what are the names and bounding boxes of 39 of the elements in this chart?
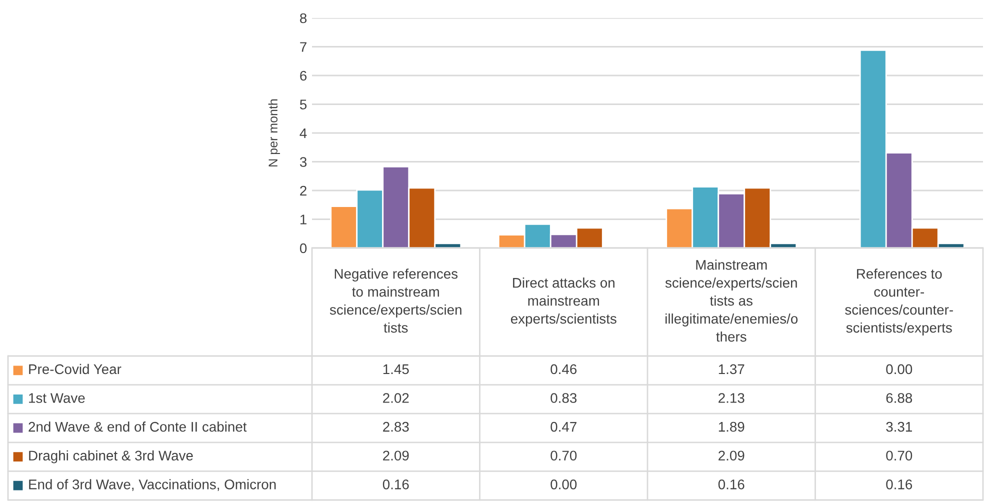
data-label: 3.31: [886, 422, 912, 432]
x-tick-label: Negative references to mainstream science/experts/scien tists: [330, 268, 462, 333]
y-tick-label: 5: [300, 100, 307, 110]
data-label: 0.83: [550, 393, 577, 403]
legend-label: End of 3rd Wave, Vaccinations, Omicron: [29, 479, 276, 491]
legend-label: 2nd Wave & end of Conte II cabinet: [28, 422, 247, 432]
y-tick-label: 0: [300, 243, 307, 254]
data-label: 0.70: [550, 450, 577, 461]
data-label: 1.37: [718, 364, 744, 374]
y-tick-label: 6: [300, 70, 307, 81]
y-tick-label: 3: [300, 157, 307, 167]
data-label: 0.46: [550, 364, 577, 374]
legend-label: 1st Wave: [29, 393, 85, 403]
data-label: 0.70: [886, 450, 912, 461]
data-label: 1.89: [718, 422, 744, 432]
data-label: 0.16: [886, 479, 912, 490]
y-axis-title: N per month: [268, 99, 280, 166]
data-label: 0.47: [550, 422, 576, 432]
y-tick-label: 2: [300, 186, 306, 196]
y-tick-label: 7: [300, 42, 306, 52]
legend-label: Draghi cabinet & 3rd Wave: [29, 450, 193, 464]
y-tick-label: 4: [300, 128, 307, 138]
data-label: 2.09: [718, 450, 744, 461]
data-label: 2.13: [718, 393, 744, 403]
x-tick-label: References to counter- sciences/counter- scientists/experts: [845, 268, 953, 336]
data-label: 6.88: [886, 393, 912, 403]
legend-label: Pre-Covid Year: [29, 364, 122, 374]
x-tick-label: Direct attacks on mainstream experts/scientists: [510, 278, 616, 326]
data-label: 0.00: [886, 364, 912, 374]
data-label: 0.00: [550, 479, 577, 490]
data-label: 2.83: [383, 422, 409, 432]
data-label: 2.02: [383, 393, 409, 403]
data-label: 0.16: [382, 479, 409, 490]
x-tick-label: Mainstream science/experts/scien tists as illegitimate/enemies/o thers: [665, 260, 798, 342]
data-label: 0.16: [718, 479, 744, 490]
y-tick-label: 1: [300, 214, 306, 224]
data-label: 2.09: [383, 450, 409, 461]
y-tick-label: 8: [300, 13, 307, 24]
data-label: 1.45: [383, 364, 409, 374]
